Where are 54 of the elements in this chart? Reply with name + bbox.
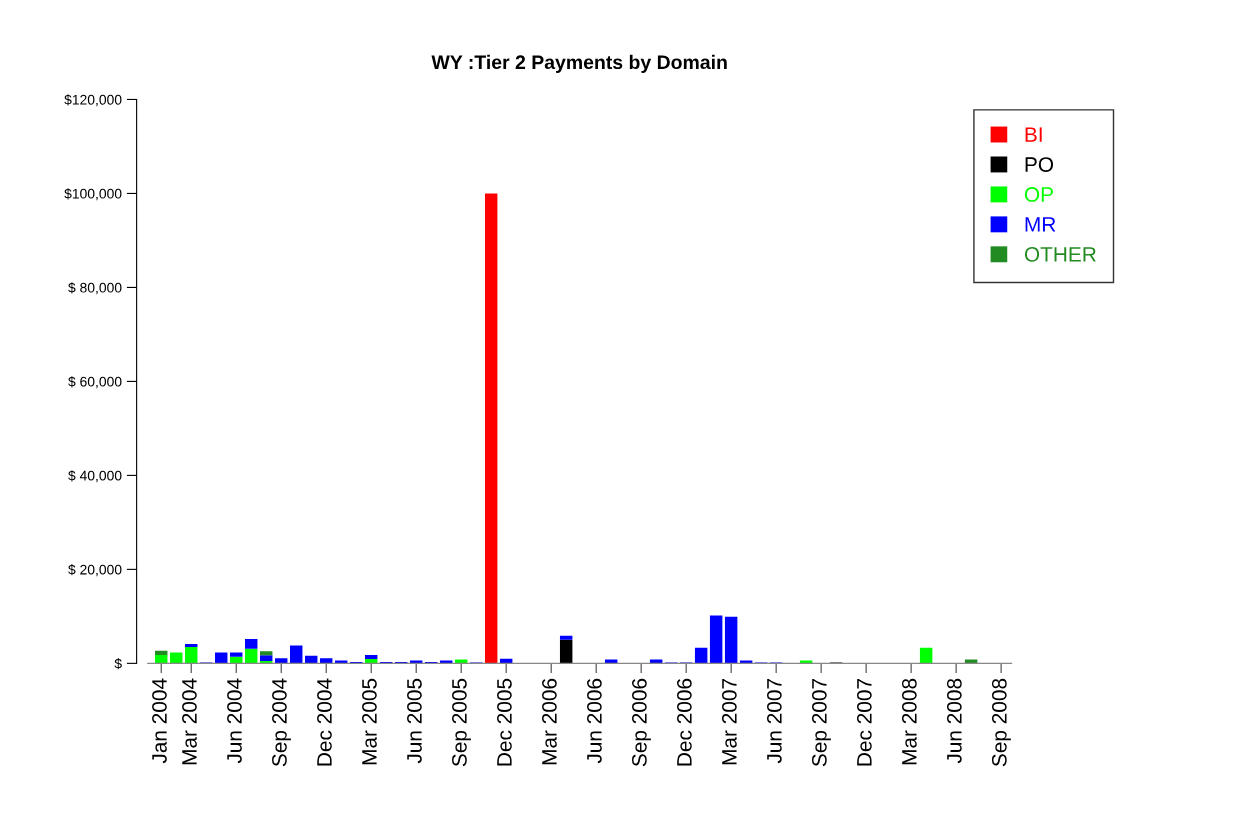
bar <box>185 646 198 664</box>
bar <box>245 648 258 664</box>
bar <box>274 658 288 664</box>
bar <box>694 647 708 664</box>
y-tick-label: $100,000 <box>64 188 122 201</box>
x-tick-label: Jun 2006 <box>587 678 602 764</box>
x-tick-label: Dec 2007 <box>856 678 872 766</box>
bar <box>155 650 168 655</box>
bar <box>364 654 378 660</box>
bar <box>559 635 573 640</box>
bar <box>919 647 933 664</box>
bar <box>289 645 303 664</box>
bar <box>185 644 198 647</box>
bar <box>709 615 723 664</box>
x-tick-label: Sep 2008 <box>991 678 1011 767</box>
x-tick-label: Sep 2005 <box>452 678 471 767</box>
bar <box>230 652 243 657</box>
bar <box>260 651 273 656</box>
x-tick-label: Dec 2006 <box>677 678 692 766</box>
x-tick-label: Mar 2005 <box>362 678 377 765</box>
x-tick-label: Dec 2004 <box>317 678 332 766</box>
x-tick-label: Sep 2006 <box>632 678 651 767</box>
legend-label: MR <box>1025 217 1056 232</box>
y-tick-label: $ 60,000 <box>68 376 122 389</box>
x-tick-label: Sep 2007 <box>811 678 831 767</box>
bar <box>319 658 333 664</box>
x-tick-label: Mar 2006 <box>542 678 557 765</box>
x-tick-label: Dec 2005 <box>497 678 512 766</box>
x-tick-label: Mar 2004 <box>182 678 197 765</box>
x-tick-label: Mar 2007 <box>721 678 737 765</box>
x-tick-label: Jun 2007 <box>766 678 782 764</box>
bar <box>724 616 738 664</box>
legend-label: BI <box>1025 127 1042 142</box>
x-tick-label: Sep 2004 <box>272 678 291 767</box>
y-tick-label: $120,000 <box>64 94 122 107</box>
x-tick-label: Jun 2004 <box>227 678 242 764</box>
bar <box>260 655 273 661</box>
bar <box>245 638 258 649</box>
legend-label: PO <box>1025 157 1054 172</box>
bar <box>484 193 498 664</box>
y-tick-label: $ 40,000 <box>68 470 122 483</box>
y-tick-label: $ 20,000 <box>68 564 122 577</box>
chart-title: WY :Tier 2 Payments by Domain <box>431 54 727 73</box>
y-tick-label: $ <box>114 658 122 670</box>
x-tick-label: Jan 2004 <box>152 678 167 764</box>
x-tick-label: Jun 2005 <box>407 678 422 764</box>
bar <box>559 639 573 664</box>
x-tick-label: Jun 2008 <box>946 678 962 764</box>
bar <box>155 654 168 664</box>
legend-label: OTHER <box>1024 247 1096 262</box>
x-tick-label: Mar 2008 <box>901 678 917 765</box>
legend-label: OP <box>1024 187 1053 202</box>
y-tick-label: $ 80,000 <box>68 282 122 295</box>
bar <box>364 659 378 664</box>
